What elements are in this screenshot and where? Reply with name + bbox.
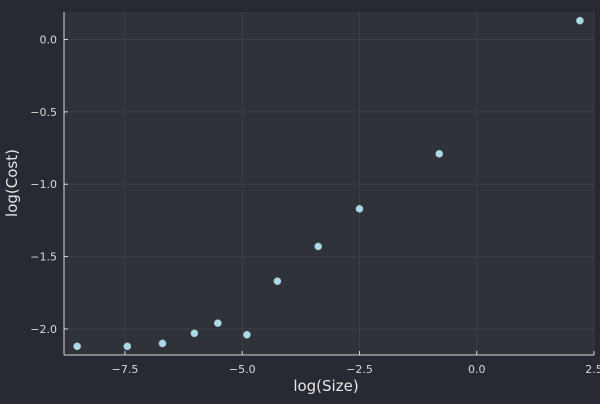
y-tick-label: −1.5 (30, 251, 57, 264)
data-point (273, 277, 282, 286)
plot-area (64, 12, 594, 355)
x-tick-label: 2.5 (585, 363, 600, 376)
data-point (355, 204, 364, 213)
y-tick-label: −1.0 (30, 178, 57, 191)
y-axis-label: log(Cost) (3, 149, 21, 217)
y-tick-labels: −2.0 −1.5 −1.0 −0.5 0.0 (30, 33, 68, 336)
data-point (435, 149, 444, 158)
y-tick-label: −0.5 (30, 106, 57, 119)
data-points (73, 16, 584, 351)
data-point (123, 342, 132, 351)
x-axis-label: log(Size) (293, 377, 358, 395)
x-tick-labels: −7.5 −5.0 −2.5 0.0 2.5 (112, 351, 600, 376)
data-point (190, 329, 199, 338)
data-point (314, 242, 323, 251)
data-point (213, 319, 222, 328)
grid-lines (64, 12, 595, 355)
x-tick-label: 0.0 (468, 363, 486, 376)
x-tick-label: −2.5 (346, 363, 373, 376)
x-tick-label: −7.5 (112, 363, 139, 376)
y-tick-label: −2.0 (30, 323, 57, 336)
axes (63, 12, 594, 356)
data-point (73, 342, 81, 351)
x-tick-label: −5.0 (229, 363, 256, 376)
y-tick-label: 0.0 (40, 33, 58, 46)
data-point (576, 16, 584, 25)
data-point (243, 330, 251, 339)
data-point (158, 339, 167, 348)
